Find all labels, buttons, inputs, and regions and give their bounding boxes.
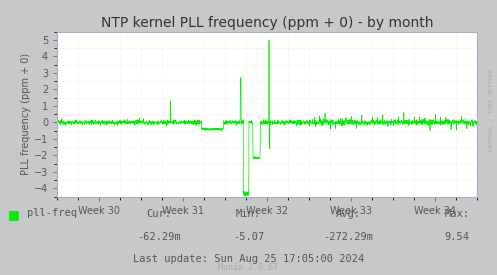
Text: Min:: Min: xyxy=(236,209,261,219)
Text: 9.54: 9.54 xyxy=(445,232,470,242)
Text: Max:: Max: xyxy=(445,209,470,219)
Text: Avg:: Avg: xyxy=(335,209,360,219)
Text: Munin 2.0.67: Munin 2.0.67 xyxy=(219,263,278,272)
Text: RRDTOOL / TOBI OETIKER: RRDTOOL / TOBI OETIKER xyxy=(489,69,494,151)
Y-axis label: PLL frequency (ppm + 0): PLL frequency (ppm + 0) xyxy=(21,53,31,175)
Text: -272.29m: -272.29m xyxy=(323,232,373,242)
Text: -62.29m: -62.29m xyxy=(137,232,181,242)
Text: pll-freq: pll-freq xyxy=(27,208,78,218)
Text: Cur:: Cur: xyxy=(147,209,171,219)
Title: NTP kernel PLL frequency (ppm + 0) - by month: NTP kernel PLL frequency (ppm + 0) - by … xyxy=(101,16,433,31)
Text: ■: ■ xyxy=(7,208,19,221)
Text: Last update: Sun Aug 25 17:05:00 2024: Last update: Sun Aug 25 17:05:00 2024 xyxy=(133,254,364,263)
Text: -5.07: -5.07 xyxy=(233,232,264,242)
